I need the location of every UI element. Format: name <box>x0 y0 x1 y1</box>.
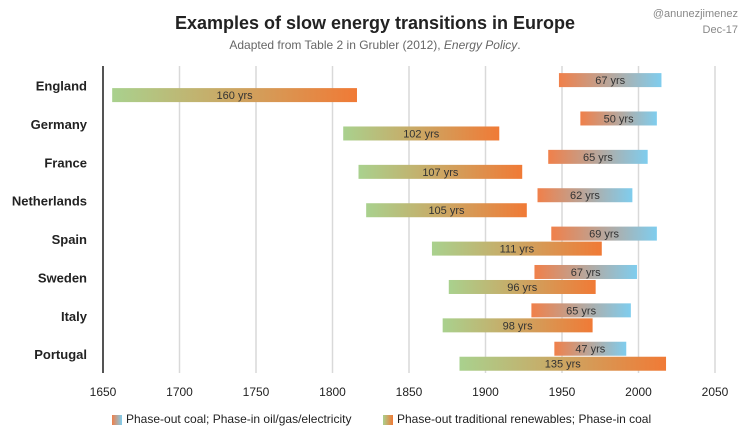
y-tick-label: Germany <box>31 117 88 132</box>
chart-title: Examples of slow energy transitions in E… <box>175 13 575 33</box>
data-label: 98 yrs <box>503 320 533 332</box>
data-label: 50 yrs <box>604 113 634 125</box>
y-tick-label: Sweden <box>38 270 87 285</box>
legend-swatch <box>112 415 122 425</box>
x-tick-label: 1700 <box>166 385 193 399</box>
data-label: 67 yrs <box>571 267 601 279</box>
data-label: 107 yrs <box>422 167 459 179</box>
chart-subtitle: Adapted from Table 2 in Grubler (2012), … <box>229 38 520 52</box>
legend-swatch <box>383 415 393 425</box>
bar <box>112 88 357 103</box>
data-label: 47 yrs <box>575 344 605 356</box>
data-label: 105 yrs <box>428 205 465 217</box>
subtitle-part: . <box>517 38 520 52</box>
bar <box>554 341 627 356</box>
legend-label: Phase-out coal; Phase-in oil/gas/electri… <box>126 412 351 426</box>
bar <box>548 149 648 164</box>
y-tick-label: England <box>36 79 87 94</box>
data-label: 69 yrs <box>589 229 619 241</box>
bar <box>531 303 631 318</box>
bar <box>580 111 657 126</box>
author: @anunezjimenez <box>653 8 738 20</box>
y-tick-label: Portugal <box>34 347 87 362</box>
bar <box>431 241 602 256</box>
data-label: 96 yrs <box>507 282 537 294</box>
bar <box>448 279 596 294</box>
bar <box>534 264 637 279</box>
y-tick-label: Italy <box>61 309 88 324</box>
x-tick-label: 1900 <box>472 385 499 399</box>
y-tick-label: Spain <box>52 232 87 247</box>
subtitle-part: Adapted from Table 2 in Grubler (2012), <box>229 38 444 52</box>
bar <box>358 164 523 179</box>
x-tick-label: 1950 <box>549 385 576 399</box>
bar <box>343 126 500 141</box>
data-label: 160 yrs <box>217 90 254 102</box>
data-label: 111 yrs <box>500 244 535 256</box>
x-tick-label: 1750 <box>243 385 270 399</box>
data-label: 67 yrs <box>595 75 625 87</box>
data-label: 65 yrs <box>566 305 596 317</box>
x-tick-label: 1800 <box>319 385 346 399</box>
bar <box>558 73 662 88</box>
bar <box>366 203 527 218</box>
legend-label: Phase-out traditional renewables; Phase-… <box>397 412 651 426</box>
bar <box>442 318 593 333</box>
data-label: 65 yrs <box>583 152 613 164</box>
bar <box>551 226 657 241</box>
bar <box>537 188 633 203</box>
data-label: 135 yrs <box>545 359 582 371</box>
x-tick-label: 2000 <box>625 385 652 399</box>
bar <box>459 356 667 371</box>
x-tick-label: 1650 <box>90 385 117 399</box>
subtitle-part: Energy Policy <box>444 38 518 52</box>
y-tick-label: Netherlands <box>12 194 87 209</box>
x-tick-label: 1850 <box>396 385 423 399</box>
data-label: 102 yrs <box>403 128 440 140</box>
y-tick-label: France <box>44 155 87 170</box>
date: Dec-17 <box>703 24 738 36</box>
x-tick-label: 2050 <box>702 385 729 399</box>
data-label: 62 yrs <box>570 190 600 202</box>
